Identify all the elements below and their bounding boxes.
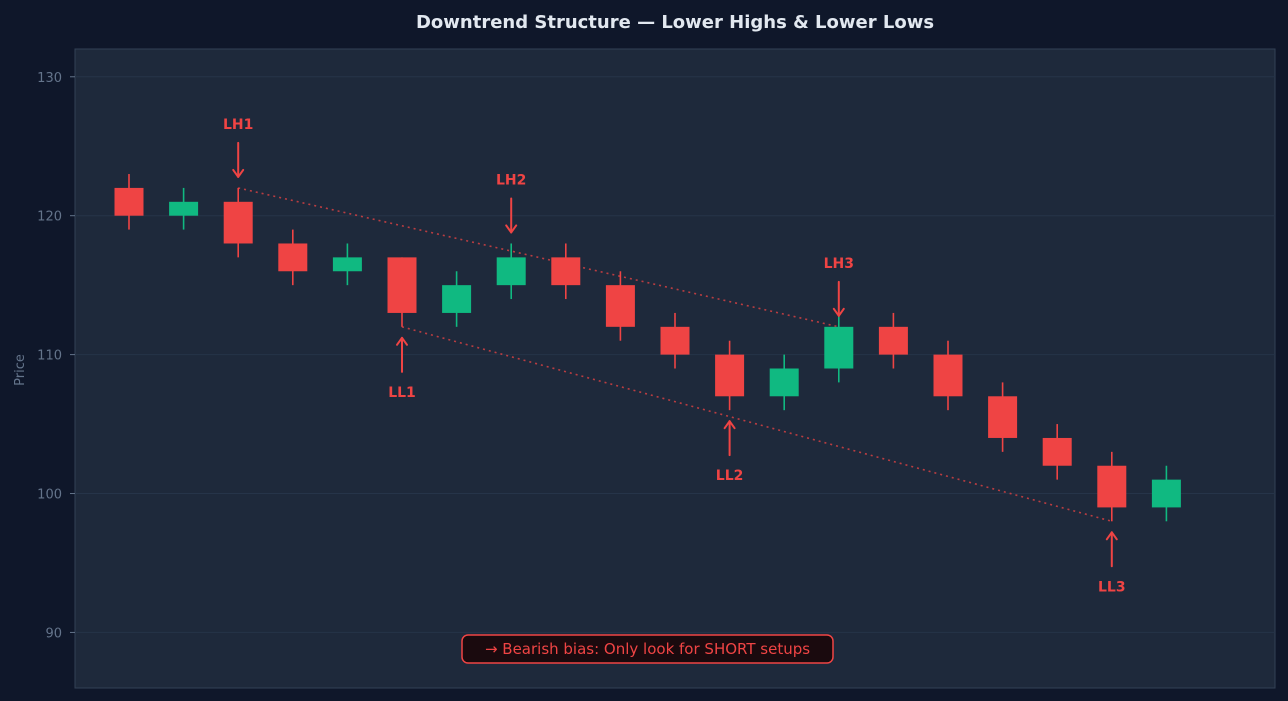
- lower-highs-trendline: [238, 187, 839, 328]
- chart-title: Downtrend Structure — Lower Highs & Lowe…: [416, 12, 934, 33]
- annotation-arrow-head: [1105, 531, 1118, 541]
- annotation-label: LH2: [496, 172, 526, 188]
- candle: [278, 229, 308, 286]
- annotation-lh2: LH2: [496, 172, 526, 234]
- candle-body: [1151, 479, 1181, 508]
- bias-note-box: [461, 634, 834, 664]
- y-tick-label: 90: [45, 626, 62, 641]
- candle-body: [715, 354, 745, 397]
- y-tick-label: 130: [37, 71, 62, 86]
- trendlines: [238, 187, 1113, 523]
- y-axis-ticks: 90 100 110 120 130: [37, 71, 75, 641]
- candle-body: [769, 368, 799, 397]
- candle: [223, 187, 253, 258]
- candle: [332, 243, 362, 286]
- candle-body: [660, 326, 690, 355]
- annotation-ll3: LL3: [1098, 531, 1126, 595]
- annotation-arrow-head: [723, 420, 736, 430]
- annotation-arrow-head: [232, 168, 245, 178]
- candle: [988, 382, 1018, 452]
- candle-body: [442, 285, 472, 313]
- annotation-ll2: LL2: [716, 420, 744, 484]
- y-tick-label: 120: [37, 210, 62, 225]
- candle-body: [605, 285, 635, 327]
- candle-body: [278, 243, 308, 272]
- annotation-arrow-head: [505, 224, 518, 234]
- candle-body: [114, 187, 144, 216]
- annotation-arrow-head: [832, 307, 845, 317]
- candle: [933, 340, 963, 411]
- candle-body: [387, 257, 417, 313]
- candles: [114, 174, 1181, 522]
- bias-note: → Bearish bias: Only look for SHORT setu…: [461, 634, 834, 664]
- annotation-label: LL1: [388, 385, 416, 401]
- candle: [824, 312, 854, 383]
- candle: [442, 271, 472, 327]
- candle-body: [988, 396, 1018, 438]
- candle: [169, 187, 199, 230]
- annotation-lh3: LH3: [824, 256, 854, 317]
- candle-body: [824, 326, 854, 369]
- candle: [878, 312, 908, 369]
- candle: [1151, 465, 1181, 522]
- annotation-label: LH3: [824, 256, 854, 272]
- candle-body: [878, 326, 908, 355]
- candle: [551, 243, 581, 300]
- candle: [769, 354, 799, 411]
- y-axis-label: Price: [13, 354, 28, 386]
- candle: [715, 340, 745, 411]
- candle-body: [551, 257, 581, 286]
- annotation-ll1: LL1: [388, 336, 416, 401]
- candle: [114, 174, 144, 230]
- candle: [1042, 424, 1072, 480]
- grid-lines: [75, 76, 1275, 633]
- annotation-label: LL2: [716, 468, 744, 484]
- candle-body: [169, 201, 199, 216]
- candle: [496, 243, 526, 300]
- candle-body: [223, 201, 253, 244]
- swing-annotations: LH1 LH2 LH3 LL1 LL2 LL3: [223, 117, 1126, 595]
- annotation-label: LL3: [1098, 579, 1126, 595]
- annotation-label: LH1: [223, 117, 253, 133]
- y-tick-label: 100: [37, 488, 62, 503]
- candle-body: [1097, 465, 1127, 508]
- annotation-lh1: LH1: [223, 117, 253, 178]
- candle-body: [1042, 437, 1072, 466]
- candle: [660, 312, 690, 369]
- candle-body: [496, 257, 526, 286]
- candle: [605, 271, 635, 341]
- candle: [387, 257, 417, 327]
- y-tick-label: 110: [37, 349, 62, 364]
- candle-body: [332, 257, 362, 272]
- bias-note-text: → Bearish bias: Only look for SHORT setu…: [485, 640, 810, 658]
- candle: [1097, 451, 1127, 522]
- lower-lows-trendline: [401, 326, 1113, 523]
- candle-body: [933, 354, 963, 397]
- annotation-arrow-head: [396, 336, 408, 346]
